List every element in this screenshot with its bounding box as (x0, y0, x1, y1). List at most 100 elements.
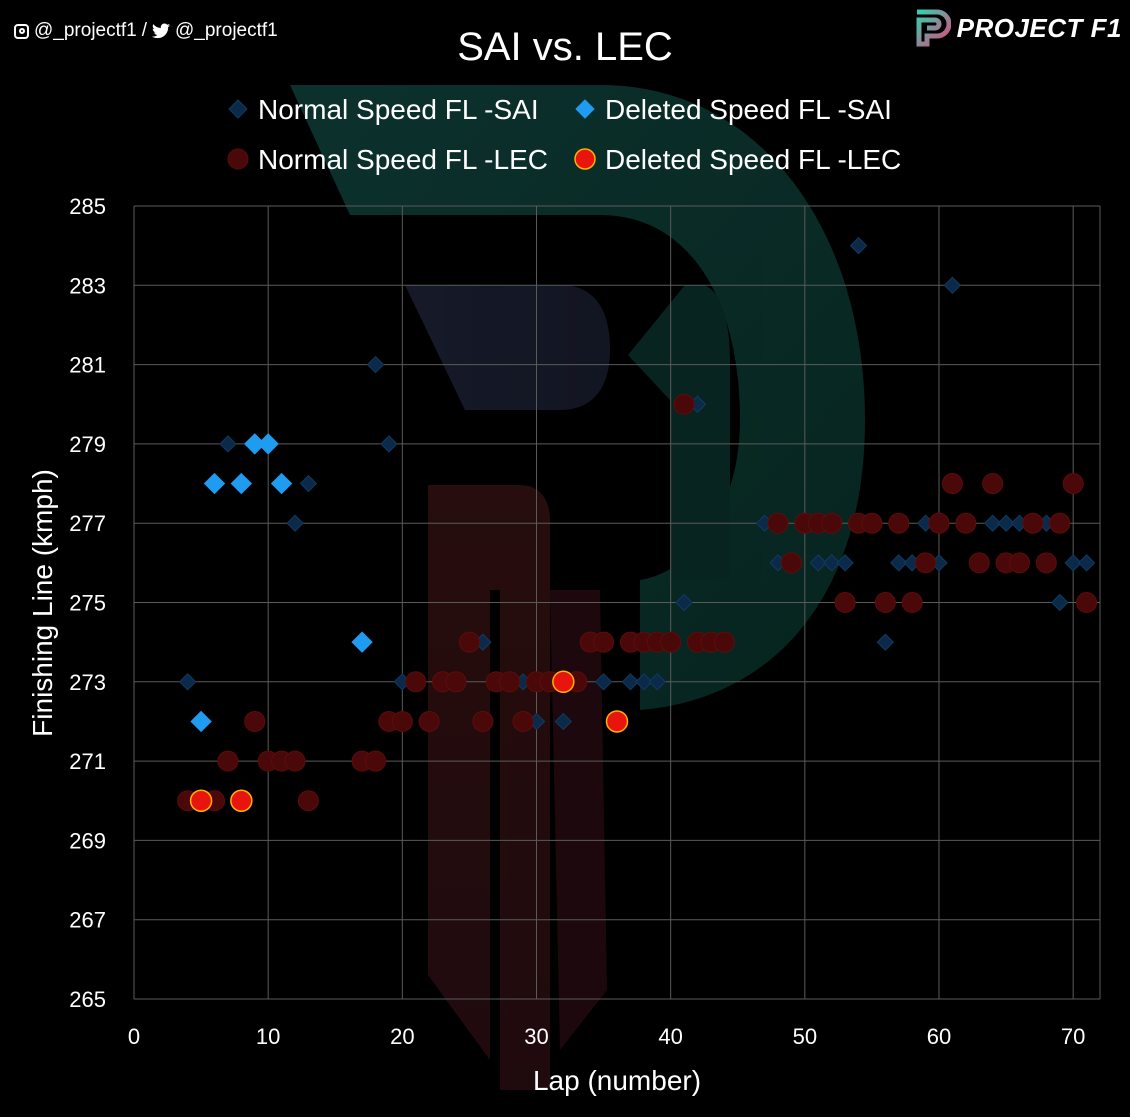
data-point (621, 673, 640, 691)
data-point (834, 592, 856, 613)
watermark-logo (290, 85, 865, 1090)
data-point (660, 631, 682, 653)
legend-marker (575, 99, 595, 119)
data-point (1035, 552, 1057, 574)
y-tick-label: 275 (69, 591, 106, 616)
data-point (1062, 473, 1084, 495)
data-point (405, 671, 427, 693)
x-tick-label: 20 (390, 1024, 414, 1049)
data-point (217, 750, 239, 772)
data-point (552, 670, 575, 694)
social-handles: @_projectf1 / @_projectf1 (14, 20, 278, 42)
y-tick-label: 269 (69, 828, 106, 853)
data-point (876, 633, 895, 651)
data-point (1051, 593, 1069, 612)
x-tick-label: 40 (658, 1024, 682, 1049)
legend: Normal Speed FL -SAI Deleted Speed FL -SA… (227, 94, 901, 175)
data-point (997, 514, 1015, 532)
twitter-icon (152, 23, 171, 39)
data-point (365, 750, 386, 772)
data-point (512, 710, 534, 732)
data-point (821, 512, 843, 534)
data-point (901, 592, 923, 613)
data-point (849, 236, 868, 255)
legend-marker (228, 99, 248, 119)
data-point (1022, 512, 1044, 534)
y-tick-label: 281 (69, 353, 106, 378)
data-point (673, 393, 695, 415)
data-point (418, 710, 440, 732)
data-point (286, 514, 304, 532)
data-point (822, 554, 841, 572)
project-f1-logo-icon (916, 9, 951, 47)
brand-logo: PROJECT F1 (913, 8, 1122, 48)
data-point (351, 631, 373, 653)
data-point (648, 673, 666, 691)
y-tick-label: 283 (69, 273, 106, 298)
data-point (284, 750, 306, 772)
y-tick-label: 277 (69, 511, 106, 536)
y-tick-label: 279 (69, 432, 106, 457)
data-point (874, 592, 896, 613)
brand-name: PROJECT F1 (956, 12, 1122, 43)
y-tick-label: 265 (69, 987, 106, 1012)
y-tick-label: 273 (69, 670, 106, 695)
data-point (270, 472, 293, 495)
x-tick-label: 0 (128, 1024, 140, 1049)
legend-entry-label: Normal Speed FL -LEC (258, 144, 548, 175)
data-point (861, 512, 883, 534)
y-tick-label: 285 (69, 194, 106, 219)
data-point (203, 472, 226, 495)
data-point (445, 671, 467, 693)
data-point (1076, 592, 1098, 613)
data-point (928, 512, 950, 534)
data-point (554, 712, 573, 731)
data-point (809, 554, 827, 572)
data-point (178, 673, 197, 691)
data-point (230, 472, 253, 495)
data-point (767, 512, 789, 534)
chart-title: SAI vs. LEC (457, 25, 673, 69)
x-tick-label: 50 (793, 1024, 817, 1049)
data-point (1064, 554, 1082, 572)
data-point (955, 512, 977, 534)
data-point (244, 710, 266, 732)
data-point (593, 631, 615, 653)
instagram-handle: @_projectf1 (34, 20, 137, 41)
data-point (605, 710, 629, 733)
instagram-icon (14, 23, 29, 39)
data-point (380, 435, 398, 453)
x-axis-label: Lap (number) (533, 1065, 701, 1096)
data-point (257, 433, 279, 455)
data-point (635, 673, 653, 691)
data-point (1009, 552, 1030, 574)
data-point (219, 435, 237, 453)
y-tick-label: 271 (69, 749, 106, 774)
x-tick-label: 30 (524, 1024, 548, 1049)
twitter-handle: @_projectf1 (175, 20, 278, 41)
axes: 265 267 269 271 273 275 277 279 281 283 285 0 10 20 30… (69, 194, 1085, 1049)
data-point (297, 790, 319, 812)
legend-entry-label: Normal Speed FL -SAI (258, 94, 539, 125)
data-point (675, 593, 693, 612)
data-point (190, 710, 212, 733)
data-point (366, 355, 385, 374)
legend-entry-label: Deleted Speed FL -LEC (605, 144, 901, 175)
data-point (941, 473, 963, 495)
legend-marker (574, 148, 596, 170)
data-point (230, 789, 253, 812)
data-point (968, 552, 990, 574)
data-points (177, 236, 1098, 812)
gridlines (133, 205, 1101, 1000)
data-point (983, 514, 1002, 532)
data-point (982, 473, 1004, 495)
x-tick-label: 60 (927, 1024, 951, 1049)
data-point (780, 552, 802, 574)
data-point (499, 671, 521, 693)
x-tick-label: 10 (256, 1024, 280, 1049)
data-point (458, 631, 480, 653)
data-point (472, 710, 494, 732)
y-tick-label: 267 (69, 908, 106, 933)
data-point (713, 631, 735, 653)
